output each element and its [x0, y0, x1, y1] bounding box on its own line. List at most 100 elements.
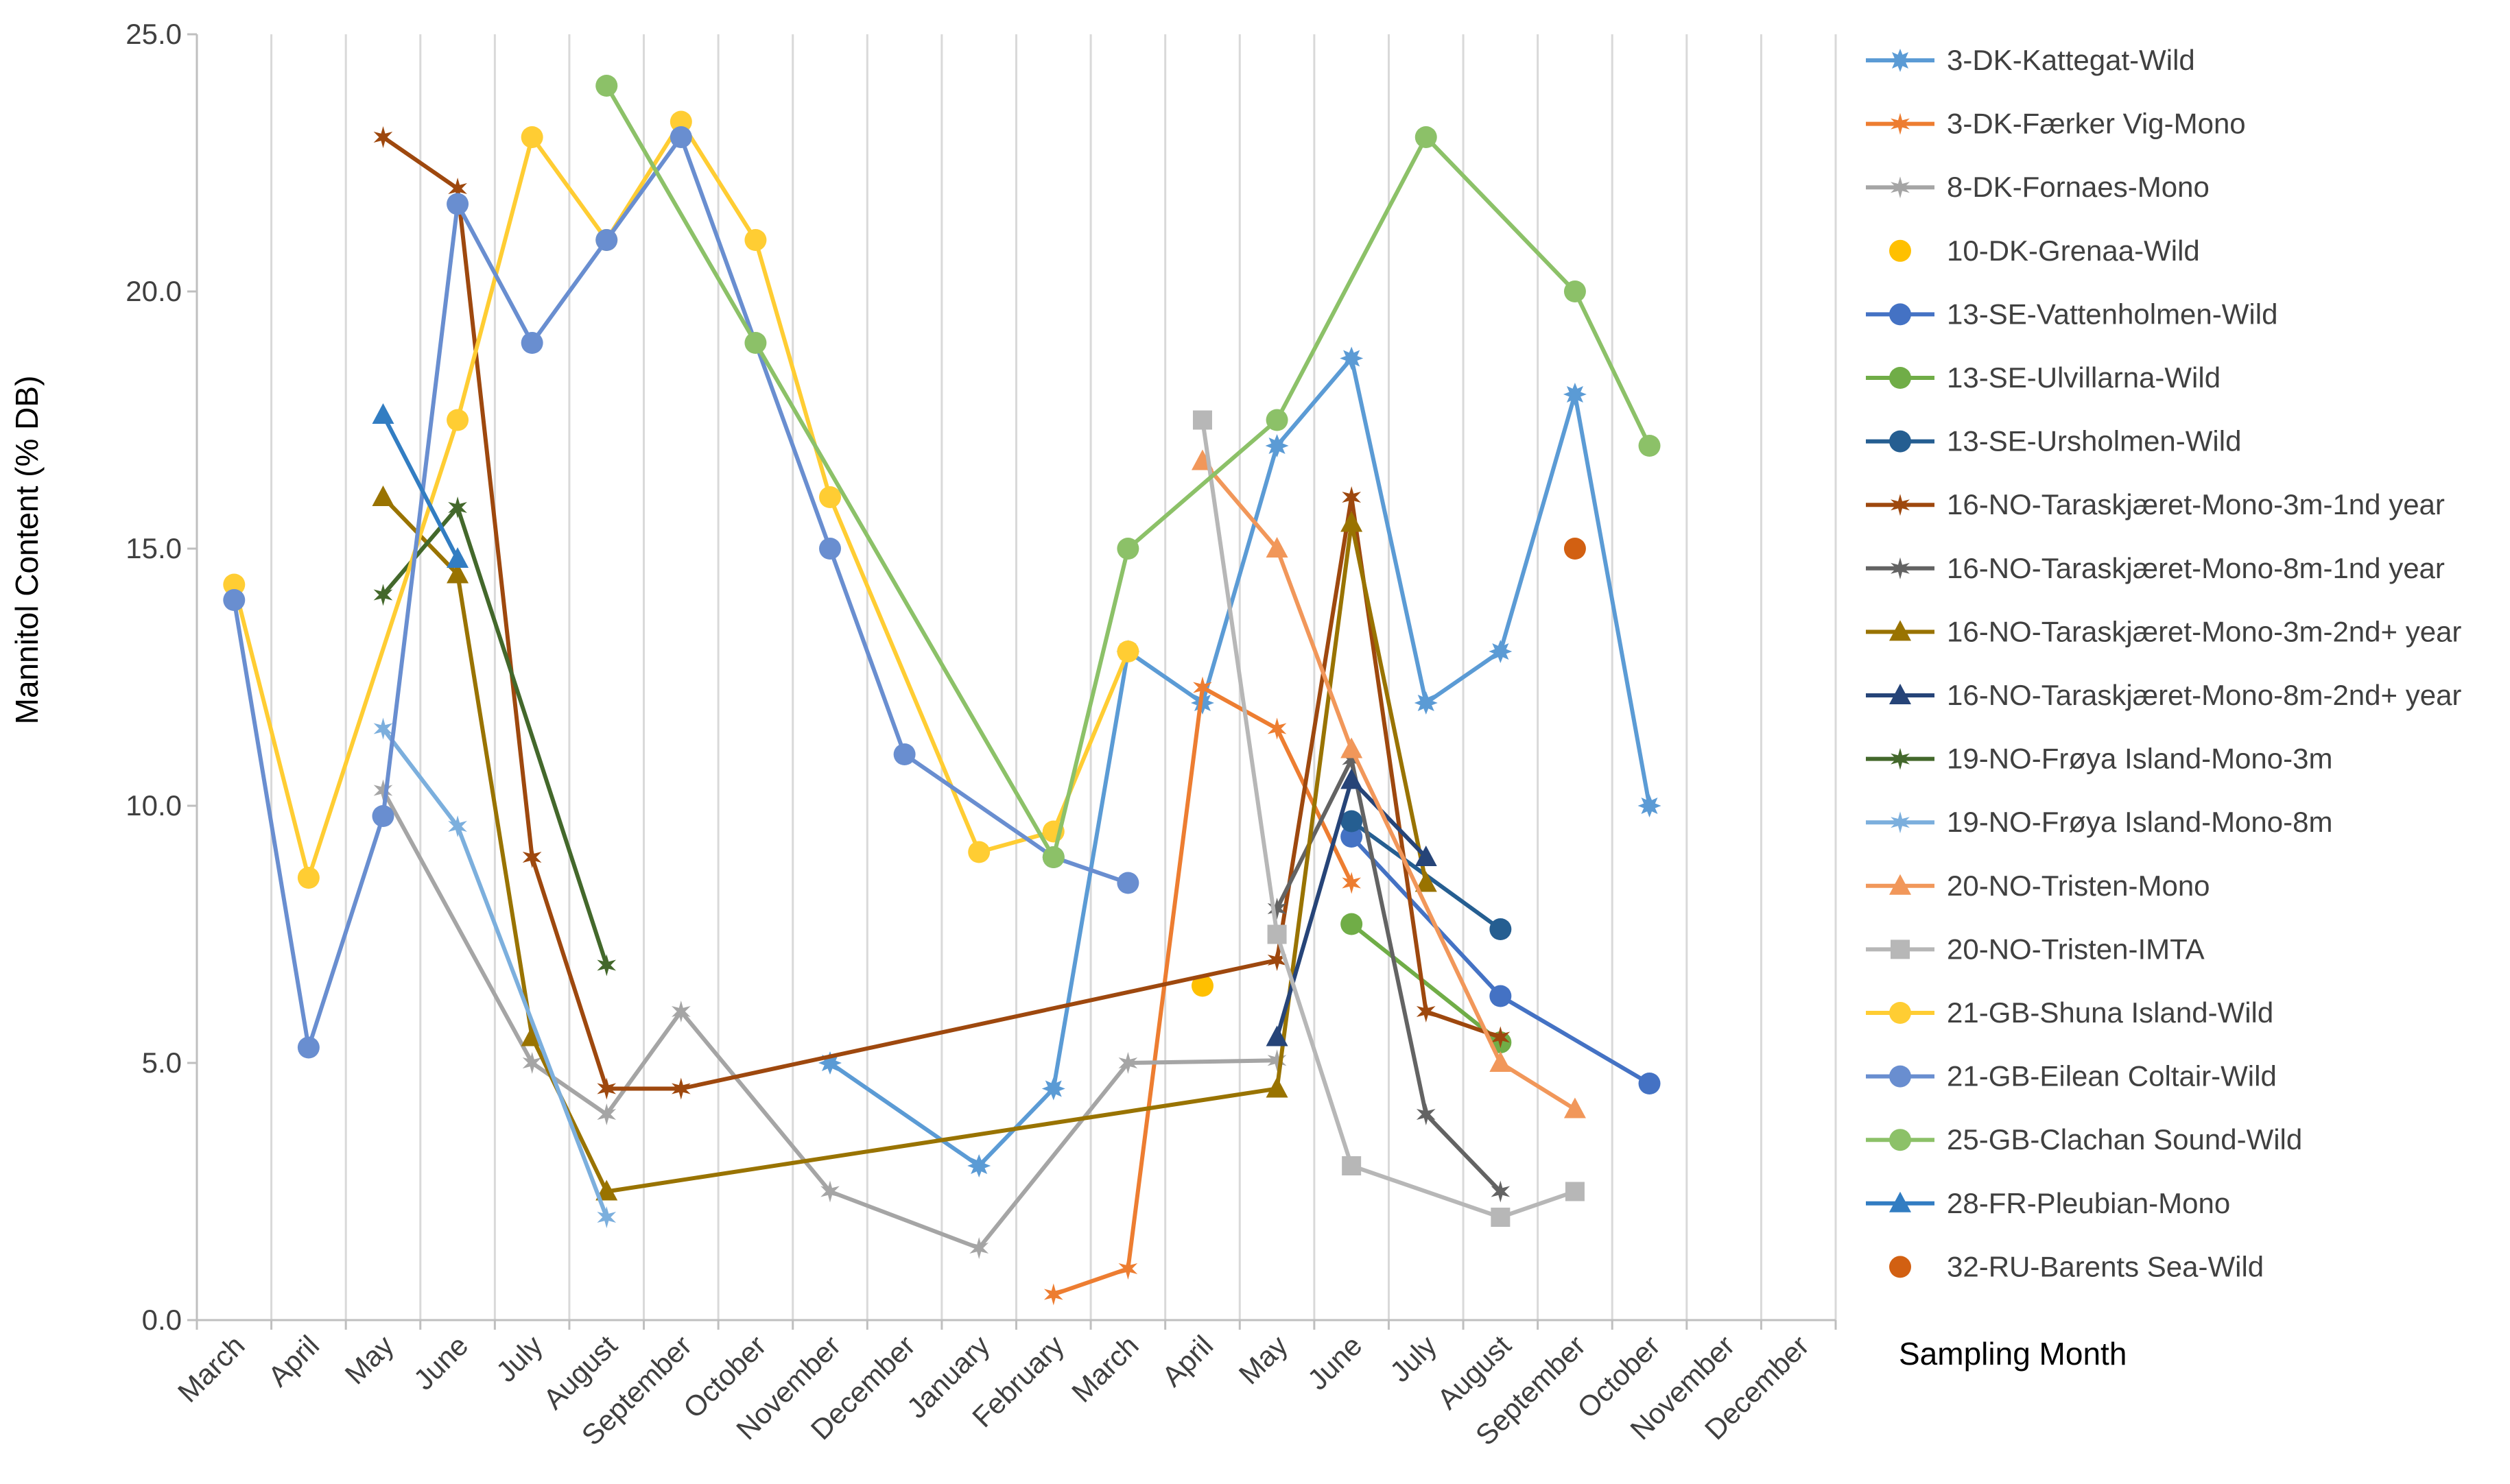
- legend-marker: [1891, 811, 1910, 834]
- series: [373, 496, 617, 977]
- legend-label: 21-GB-Shuna Island-Wild: [1947, 996, 2273, 1029]
- data-point: [672, 1001, 691, 1022]
- data-point: [1118, 1258, 1138, 1280]
- legend-marker: [1891, 176, 1910, 199]
- data-point: [1340, 810, 1363, 833]
- legend-marker: [1889, 620, 1911, 641]
- legend-entry: 16-NO-Taraskjæret-Mono-8m-2nd+ year: [1866, 679, 2461, 711]
- y-tick-label: 25.0: [126, 18, 182, 50]
- series: [1191, 449, 1586, 1118]
- data-point: [448, 496, 467, 518]
- data-point: [372, 403, 394, 424]
- legend-entry: 3-DK-Kattegat-Wild: [1866, 44, 2195, 76]
- series-line: [1350, 922, 1502, 1044]
- legend-entry: 13-SE-Ursholmen-Wild: [1866, 425, 2241, 457]
- data-point: [1342, 872, 1361, 894]
- data-point: [223, 573, 246, 596]
- data-point: [1191, 974, 1213, 997]
- x-tick-label: June: [407, 1329, 475, 1396]
- data-point: [820, 1180, 840, 1203]
- legend-marker: [1889, 1191, 1911, 1212]
- y-tick-label: 10.0: [126, 789, 182, 822]
- legend-marker: [1889, 430, 1911, 453]
- data-point: [1266, 1025, 1288, 1046]
- data-point: [1563, 280, 1586, 302]
- data-point: [521, 332, 543, 354]
- data-point: [597, 1077, 617, 1100]
- data-point: [373, 779, 393, 802]
- series: [595, 75, 1661, 868]
- data-point: [744, 332, 767, 354]
- series-line: [381, 414, 460, 560]
- series-line: [604, 84, 1652, 859]
- data-point: [372, 805, 394, 827]
- gridlines: [270, 34, 1837, 1320]
- data-point: [447, 547, 469, 568]
- data-point: [1267, 1049, 1287, 1072]
- series-line: [1275, 757, 1502, 1193]
- data-point: [1192, 410, 1212, 430]
- legend-label: 3-DK-Færker Vig-Mono: [1947, 108, 2246, 140]
- data-point: [1491, 1026, 1511, 1049]
- legend-entry: 28-FR-Pleubian-Mono: [1866, 1187, 2230, 1219]
- data-point: [448, 178, 467, 200]
- data-point: [297, 1036, 320, 1059]
- data-point: [447, 409, 469, 431]
- data-point: [1491, 1208, 1511, 1227]
- data-point: [373, 126, 393, 148]
- legend-marker: [1891, 747, 1910, 770]
- data-point: [819, 538, 842, 560]
- data-point: [1565, 1182, 1585, 1201]
- series: [1340, 810, 1512, 940]
- legend-label: 3-DK-Kattegat-Wild: [1947, 44, 2195, 76]
- data-point: [1267, 717, 1287, 740]
- series: [1563, 538, 1586, 560]
- data-point: [297, 867, 320, 889]
- legend-marker: [1889, 367, 1911, 389]
- legend-entry: 16-NO-Taraskjæret-Mono-3m-1nd year: [1866, 488, 2445, 520]
- legend-entry: 20-NO-Tristen-IMTA: [1866, 933, 2205, 965]
- data-point: [1638, 435, 1661, 457]
- data-point: [1267, 949, 1287, 971]
- series: [1192, 410, 1585, 1227]
- data-point: [1563, 383, 1587, 406]
- legend-entry: 13-SE-Vattenholmen-Wild: [1866, 298, 2277, 330]
- legend-entry: 20-NO-Tristen-Mono: [1866, 870, 2210, 902]
- series: [1191, 974, 1213, 997]
- legend-marker: [1889, 684, 1911, 704]
- legend-marker: [1889, 874, 1911, 895]
- legend-marker: [1889, 1256, 1911, 1278]
- data-point: [1489, 1051, 1512, 1072]
- legend-marker: [1891, 494, 1910, 516]
- data-point: [1117, 872, 1139, 894]
- legend-entry: 32-RU-Barents Sea-Wild: [1889, 1250, 2264, 1282]
- legend-label: 16-NO-Taraskjæret-Mono-8m-2nd+ year: [1947, 679, 2461, 711]
- data-point: [1340, 511, 1363, 532]
- data-point: [595, 1180, 618, 1201]
- data-point: [1266, 1077, 1288, 1098]
- data-point: [1117, 641, 1139, 662]
- legend-marker: [1891, 940, 1910, 959]
- legend-label: 25-GB-Clachan Sound-Wild: [1947, 1123, 2302, 1156]
- legend-label: 20-NO-Tristen-IMTA: [1947, 933, 2205, 965]
- series-line: [381, 789, 1277, 1250]
- legend-label: 28-FR-Pleubian-Mono: [1947, 1187, 2230, 1219]
- data-point: [1267, 898, 1287, 920]
- legend-label: 13-SE-Ursholmen-Wild: [1947, 425, 2241, 457]
- data-point: [1416, 1103, 1436, 1125]
- legend-entry: 13-SE-Ulvillarna-Wild: [1866, 361, 2221, 394]
- data-point: [1118, 1052, 1138, 1074]
- series: [1266, 768, 1437, 1046]
- data-point: [447, 562, 469, 584]
- series: [373, 779, 1287, 1259]
- legend-label: 8-DK-Fornaes-Mono: [1947, 171, 2210, 203]
- data-point: [1489, 640, 1513, 663]
- legend-label: 32-RU-Barents Sea-Wild: [1947, 1250, 2264, 1282]
- data-point: [448, 815, 467, 837]
- data-point: [1043, 1283, 1063, 1306]
- legend-marker: [1891, 112, 1910, 135]
- data-point: [1267, 924, 1287, 944]
- legend-entry: 19-NO-Frøya Island-Mono-3m: [1866, 743, 2332, 775]
